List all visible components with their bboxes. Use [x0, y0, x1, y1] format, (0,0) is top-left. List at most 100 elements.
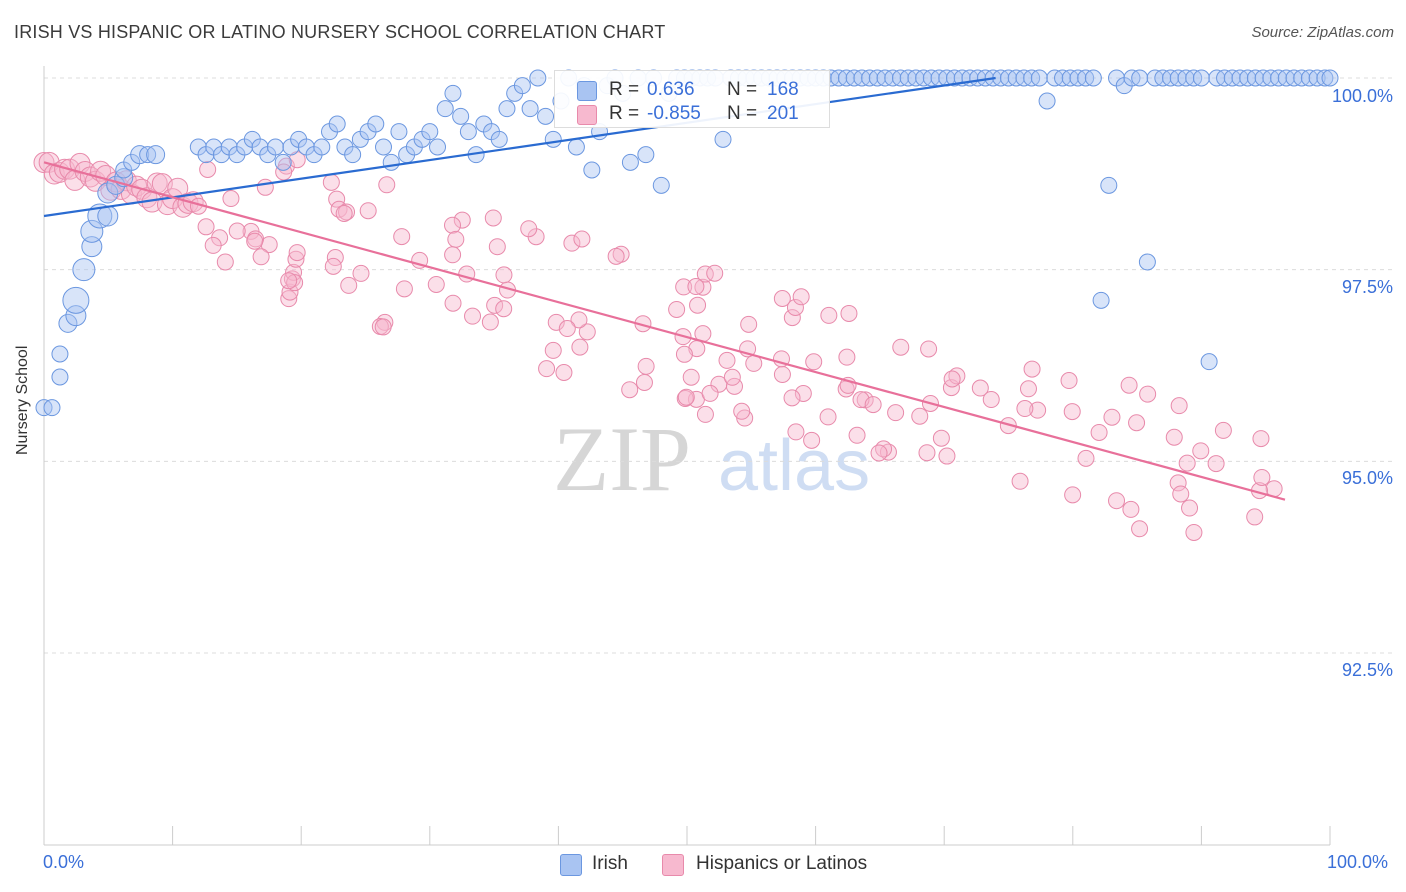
irish-point	[62, 286, 90, 314]
hispanic-point	[1064, 486, 1082, 504]
irish-point	[1200, 353, 1218, 371]
irish-point	[375, 138, 393, 156]
hispanic-point	[563, 234, 581, 252]
hispanic-point	[352, 264, 370, 282]
hispanic-point	[570, 311, 588, 329]
chart-title: IRISH VS HISPANIC OR LATINO NURSERY SCHO…	[14, 22, 666, 42]
hispanic-point	[938, 447, 956, 465]
hispanic-point	[555, 363, 573, 381]
hispanic-point	[783, 309, 801, 327]
irish-point	[1316, 69, 1334, 87]
hispanic-point	[932, 429, 950, 447]
hispanic-point	[197, 218, 215, 236]
hispanic-point	[1185, 523, 1203, 541]
hispanic-point	[1128, 414, 1146, 432]
hispanic-point	[740, 315, 758, 333]
irish-point	[1138, 253, 1156, 271]
irish-point	[97, 182, 119, 204]
irish-point	[1092, 291, 1110, 309]
hispanic-point	[1120, 376, 1138, 394]
hispanic-point	[287, 250, 305, 268]
irish-point	[637, 146, 655, 164]
legend-item-hispanic[interactable]: Hispanics or Latinos	[662, 852, 892, 878]
x-tick-label-min: 0.0%	[43, 852, 85, 872]
y-tick-label: 92.5%	[1341, 660, 1393, 680]
hispanic-point	[444, 294, 462, 312]
irish-legend-label: Irish	[592, 853, 628, 874]
hispanic-trend-line	[43, 161, 1286, 501]
legend-row-irish: R = 0.636 N = 168	[555, 77, 829, 103]
hispanic-point	[1011, 472, 1029, 490]
irish-r-value: 0.636	[647, 79, 695, 100]
hispanic-legend-label: Hispanics or Latinos	[696, 853, 868, 874]
hispanic-point	[687, 278, 705, 296]
hispanic-point	[204, 236, 222, 254]
hispanic-r-value: -0.855	[647, 103, 701, 124]
legend-item-irish[interactable]: Irish	[560, 852, 660, 878]
hispanic-n-value: 201	[767, 103, 799, 124]
hispanic-point	[571, 338, 589, 356]
irish-point	[1131, 69, 1149, 87]
irish-point	[421, 123, 439, 141]
irish-point	[87, 203, 113, 229]
hispanic-point	[733, 402, 751, 420]
hispanic-point	[848, 426, 866, 444]
irish-point	[513, 77, 531, 95]
hispanic-legend-swatch	[662, 854, 684, 876]
irish-point	[652, 176, 670, 194]
hispanic-point	[1253, 468, 1271, 486]
hispanic-point	[943, 370, 961, 388]
irish-point	[146, 145, 166, 165]
irish-point	[521, 100, 539, 118]
hispanic-point	[324, 257, 342, 275]
irish-point	[382, 153, 400, 171]
irish-point	[274, 153, 292, 171]
hispanic-point	[252, 248, 270, 266]
hispanic-point	[783, 389, 801, 407]
hispanic-point	[280, 290, 298, 308]
irish-point	[123, 153, 141, 171]
hispanic-point	[971, 379, 989, 397]
irish-point	[1084, 69, 1102, 87]
irish-point	[266, 138, 284, 156]
irish-trend-line	[43, 76, 996, 218]
irish-point	[58, 313, 78, 333]
legend-row-hispanic: R = -0.855 N = 201	[555, 101, 829, 127]
hispanic-point	[718, 351, 736, 369]
hispanic-point	[870, 444, 888, 462]
irish-point	[65, 305, 87, 327]
irish-point	[452, 107, 470, 125]
hispanic-point	[773, 289, 791, 307]
hispanic-point	[374, 318, 392, 336]
n-label: N =	[727, 103, 758, 124]
irish-point	[537, 107, 555, 125]
hispanic-point	[1252, 430, 1270, 448]
hispanic-point	[484, 209, 502, 227]
hispanic-point	[840, 304, 858, 322]
hispanic-point	[694, 278, 712, 296]
irish-point	[390, 123, 408, 141]
irish-point	[459, 123, 477, 141]
irish-point	[51, 368, 69, 386]
hispanic-point	[696, 265, 714, 283]
hispanic-point	[794, 384, 812, 402]
hispanic-point	[486, 296, 504, 314]
hispanic-point	[1139, 385, 1157, 403]
hispanic-point	[256, 178, 274, 196]
hispanic-point	[607, 247, 625, 265]
irish-point	[567, 138, 585, 156]
hispanic-point	[481, 313, 499, 331]
n-label: N =	[727, 79, 758, 100]
hispanic-point	[1178, 454, 1196, 472]
hispanic-point	[803, 431, 821, 449]
hispanic-point	[447, 230, 465, 248]
hispanic-point	[288, 244, 306, 262]
hispanic-point	[706, 264, 724, 282]
hispanic-point	[1063, 403, 1081, 421]
irish-point	[367, 115, 385, 133]
hispanic-point	[787, 423, 805, 441]
hispanic-point	[677, 388, 695, 406]
hispanic-point	[199, 160, 217, 178]
hispanic-point	[1060, 372, 1078, 390]
